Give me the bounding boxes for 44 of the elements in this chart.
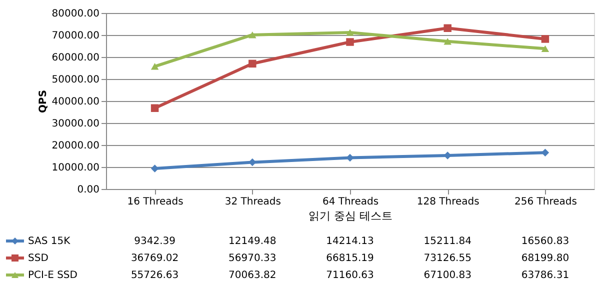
point: [346, 38, 354, 46]
data-label: 66815.19: [326, 253, 374, 264]
legend-label: PCI-E SSD: [28, 270, 78, 281]
point: [346, 29, 354, 36]
data-label: 9342.39: [134, 236, 176, 247]
x-tick-label: 32 Threads: [224, 196, 281, 208]
y-tick-label: 60000.00: [52, 52, 100, 64]
y-tick-label: 80000.00: [52, 8, 100, 20]
y-tick-label: 40000.00: [52, 96, 100, 108]
point: [248, 60, 256, 68]
x-axis-title: 읽기 중심 테스트: [308, 210, 392, 222]
data-label: 71160.63: [326, 270, 374, 281]
point: [541, 35, 550, 43]
point: [150, 104, 159, 112]
x-tick-label: 128 Threads: [416, 196, 480, 208]
legend-label: SSD: [28, 253, 49, 264]
y-tick-label: 50000.00: [52, 74, 100, 86]
data-label: 63786.31: [521, 270, 570, 281]
data-label: 56970.33: [228, 253, 276, 264]
point: [248, 32, 256, 38]
data-label: 15211.84: [424, 236, 472, 247]
data-label: 67100.83: [424, 270, 472, 281]
data-label: 73126.55: [424, 253, 472, 264]
y-axis-title: QPS: [38, 90, 49, 114]
data-label: 70063.82: [228, 270, 276, 281]
y-tick-label: 70000.00: [52, 30, 100, 42]
data-label: 68199.80: [521, 253, 570, 264]
data-label: 55726.63: [130, 270, 179, 281]
y-tick-label: 0.00: [77, 184, 100, 196]
x-tick-label: 16 Threads: [127, 196, 184, 208]
data-label: 14214.13: [326, 236, 374, 247]
legend-label: SAS 15K: [28, 236, 71, 247]
data-label: 36769.02: [130, 253, 179, 264]
point: [444, 24, 452, 32]
y-tick-label: 30000.00: [52, 118, 100, 130]
x-tick-label: 64 Threads: [322, 196, 379, 208]
point: [541, 45, 550, 52]
y-tick-label: 10000.00: [52, 162, 100, 174]
data-label: 12149.48: [228, 236, 276, 247]
x-tick-label: 256 Threads: [514, 196, 577, 208]
y-tick-label: 20000.00: [52, 140, 100, 152]
point: [444, 38, 452, 45]
point: [150, 63, 159, 70]
data-label: 16560.83: [521, 236, 570, 247]
